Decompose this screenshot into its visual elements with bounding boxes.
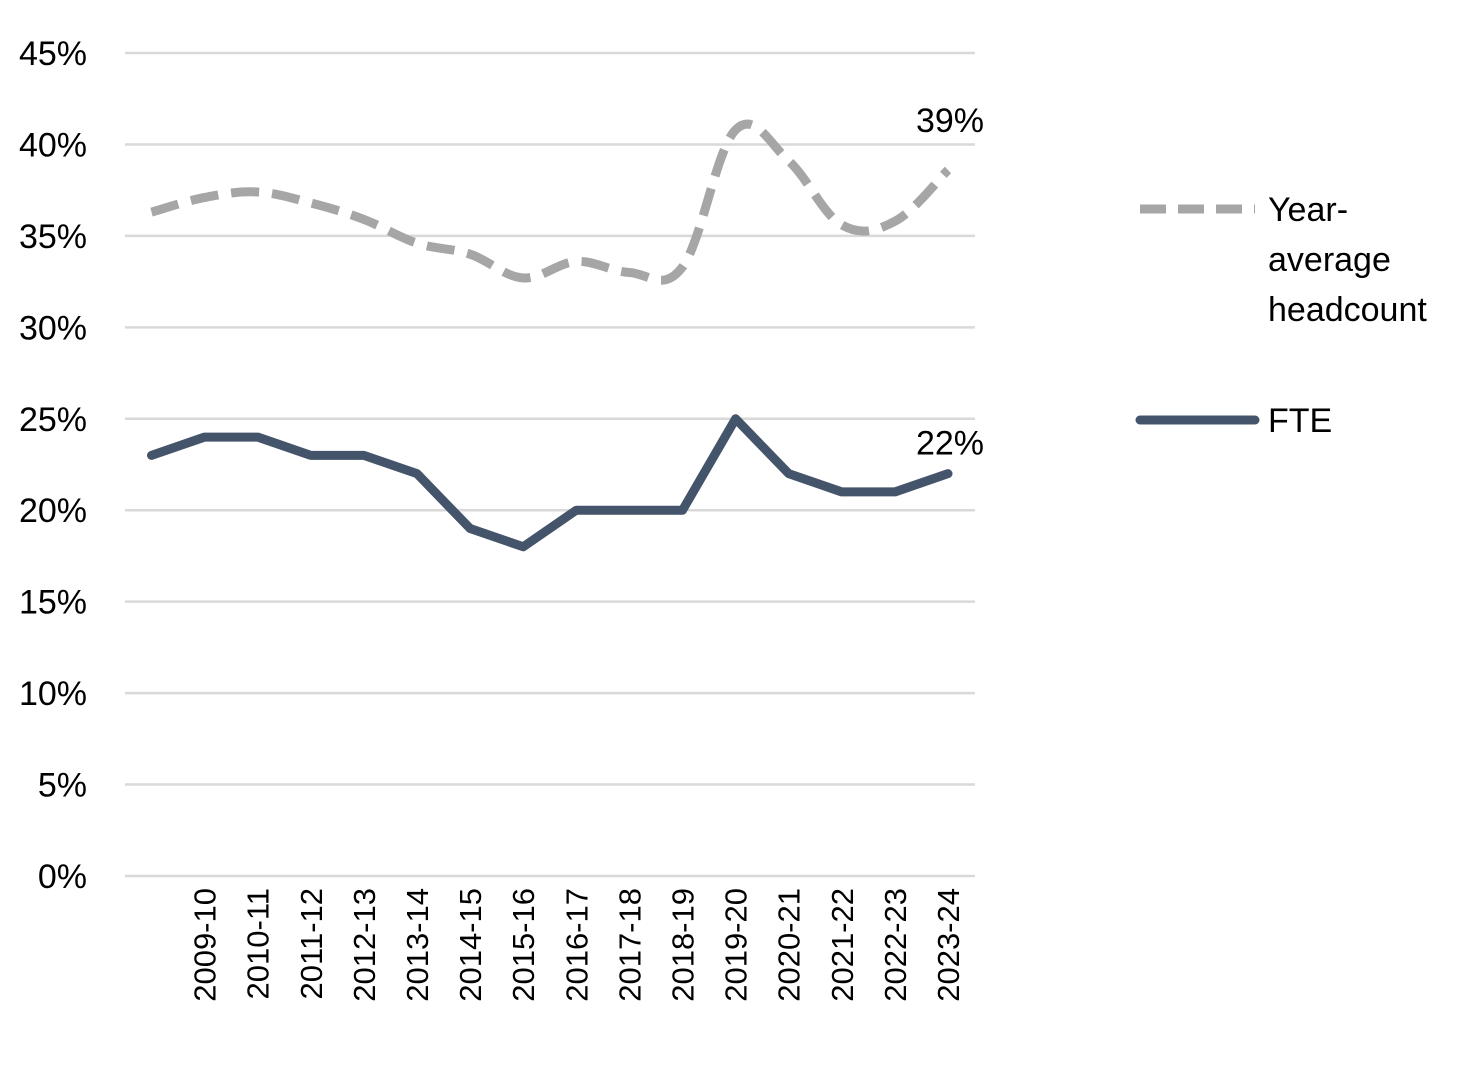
legend-label: Year-	[1268, 191, 1348, 229]
y-tick-label: 10%	[19, 675, 87, 713]
y-tick-label: 20%	[19, 492, 87, 530]
series-line-fte	[147, 414, 953, 552]
y-tick-label: 25%	[19, 401, 87, 439]
y-axis-ticks: 0% 5% 10% 15% 20% 25% 30% 35% 40% 45%	[19, 35, 87, 896]
y-tick-label: 40%	[19, 126, 87, 164]
x-tick-label: 2009-10	[188, 888, 223, 1002]
y-tick-label: 45%	[19, 35, 87, 73]
y-tick-label: 0%	[38, 858, 87, 896]
x-axis-ticks: 2009-10 2010-11 2011-12 2012-13 2013-14 2014-…	[188, 888, 966, 1002]
x-tick-label: 2010-11	[241, 888, 276, 999]
x-tick-label: 2019-20	[719, 888, 754, 1002]
x-tick-label: 2018-19	[666, 888, 701, 1002]
series-line-year-average-headcount	[150, 119, 952, 285]
x-tick-label: 2021-22	[825, 888, 860, 1002]
x-tick-label: 2011-12	[294, 888, 329, 999]
x-tick-label: 2022-23	[878, 888, 913, 1002]
legend-label: headcount	[1268, 291, 1427, 329]
x-tick-label: 2012-13	[347, 888, 382, 1002]
x-tick-label: 2020-21	[772, 888, 807, 1002]
x-tick-label: 2017-18	[612, 888, 647, 1002]
end-data-label: 22%	[916, 425, 984, 463]
x-tick-label: 2023-24	[931, 888, 966, 1002]
data-labels: 39% 22%	[916, 102, 984, 463]
x-tick-label: 2015-16	[506, 888, 541, 1002]
series-lines	[147, 119, 953, 552]
x-tick-label: 2014-15	[453, 888, 488, 1002]
y-tick-label: 5%	[38, 767, 87, 805]
end-data-label: 39%	[916, 102, 984, 140]
gridlines	[125, 51, 975, 878]
y-tick-label: 35%	[19, 218, 87, 256]
legend-label: average	[1268, 241, 1391, 279]
x-tick-label: 2013-14	[400, 888, 435, 1002]
x-tick-label: 2016-17	[559, 888, 594, 1002]
legend: Year-average headcount FTE	[1135, 191, 1427, 440]
y-tick-label: 15%	[19, 584, 87, 622]
y-tick-label: 30%	[19, 309, 87, 347]
legend-label: FTE	[1268, 402, 1332, 440]
